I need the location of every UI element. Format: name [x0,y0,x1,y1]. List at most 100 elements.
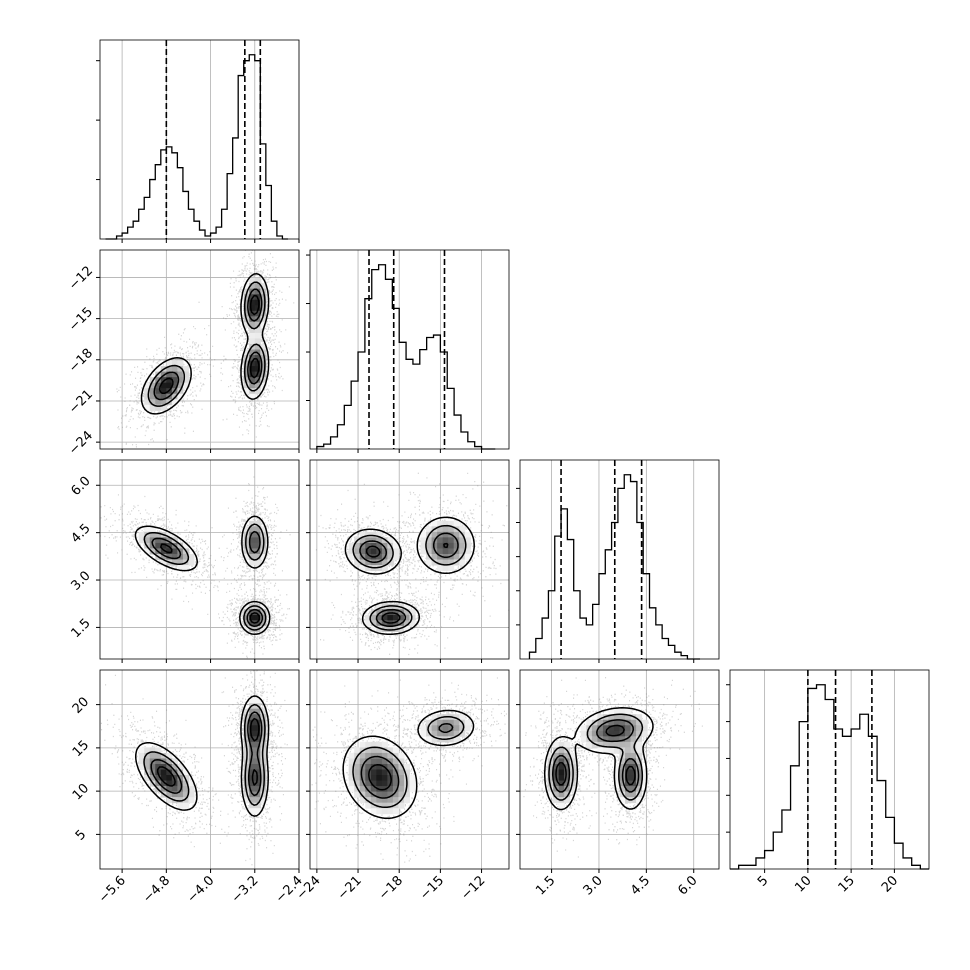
density-cell [243,719,250,726]
density-cell [403,763,410,770]
density-cell [564,741,571,748]
density-cell [602,747,609,754]
density-cell [365,747,372,754]
contour-line [143,523,267,631]
density-cell [448,548,455,555]
density-cell [376,775,383,782]
density-cell [376,614,383,621]
density-cell [381,752,388,759]
density-cell [149,752,156,759]
density-cell [243,526,250,533]
density-cell [171,360,178,367]
density-cell [613,769,620,776]
density-cell [149,747,156,754]
density-cell [348,548,355,555]
density-cell [160,553,167,560]
density-cell [376,603,383,610]
density-cell [254,327,261,334]
contour-line [151,530,264,628]
density-cell [243,780,250,787]
density-cell [160,399,167,406]
density-cell [188,797,195,804]
density-cell [177,769,184,776]
density-cell [249,708,256,715]
density-cell [625,736,632,743]
density-cell [569,758,576,765]
density-cell [370,802,377,809]
density-cell [155,531,162,538]
density-cell [177,393,184,400]
density-cell [625,786,632,793]
density-cell [619,763,626,770]
density-cell [448,719,455,726]
density-cell [636,736,643,743]
density-cell [431,559,438,566]
density-cell [249,620,256,627]
density-cell [392,548,399,555]
density-cell [254,310,261,317]
density-cell [166,797,173,804]
density-cell [597,719,604,726]
density-cell [182,382,189,389]
density-cell [392,758,399,765]
density-cell [641,775,648,782]
contour-line [352,524,467,631]
density-cell [138,763,145,770]
density-cell [182,366,189,373]
density-cell [249,625,256,632]
density-cell [149,399,156,406]
histogram-panel: 5 10 15 20 [726,669,930,896]
density-cell [177,559,184,566]
density-cell [249,763,256,770]
density-cell [166,542,173,549]
density-cell [630,786,637,793]
histogram-panel [96,39,300,243]
x-tick-label: 5 [755,873,771,889]
density-cell [365,537,372,544]
density-cell [370,758,377,765]
density-cell [249,531,256,538]
panel-frame [309,669,510,870]
density-cell [149,763,156,770]
density-cell [376,609,383,616]
density-cell [249,299,256,306]
x-tick-label: 3.0 [581,873,606,898]
density-cell [166,791,173,798]
density-cell [260,553,267,560]
density-cell [459,526,466,533]
density-cell [359,786,366,793]
density-cell [398,614,405,621]
density-cell [437,559,444,566]
density-cell [403,603,410,610]
density-cell [398,791,405,798]
density-cell [254,763,261,770]
density-cell [409,620,416,627]
density-cell [630,719,637,726]
density-cell [437,526,444,533]
density-cell [564,791,571,798]
density-cell [182,780,189,787]
density-cell [348,542,355,549]
density-cell [426,526,433,533]
density-cell [442,526,449,533]
density-cell [553,741,560,748]
density-cell [381,791,388,798]
density-cell [448,520,455,527]
density-cell [431,553,438,560]
density-cell [591,736,598,743]
contour-line [551,719,640,793]
density-cell [370,775,377,782]
density-cell [365,786,372,793]
density-cell [442,520,449,527]
density-cell [249,719,256,726]
density-cell [144,388,151,395]
density-cell [249,371,256,378]
density-cell [426,725,433,732]
density-cell [370,780,377,787]
density-cell [365,763,372,770]
density-cell [348,786,355,793]
density-cell [403,614,410,621]
density-cell [260,603,267,610]
density-cell [155,747,162,754]
scatter-panel: −24−21−18−15−12 [294,669,510,903]
